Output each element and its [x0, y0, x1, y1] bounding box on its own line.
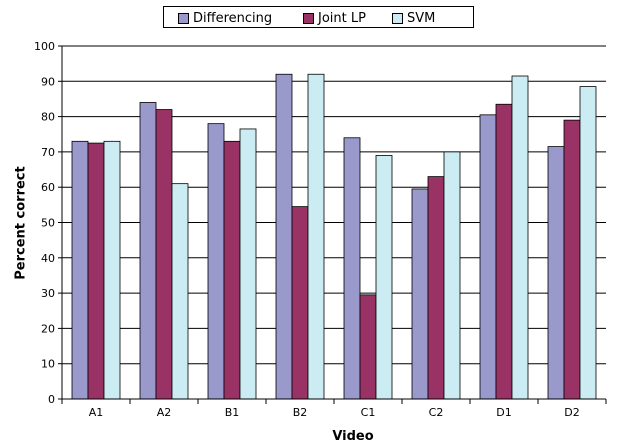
x-tick-label: A2: [157, 406, 172, 419]
y-tick-label: 60: [41, 181, 55, 194]
bar-differencing-a2: [139, 102, 157, 400]
bar-svm-d1: [511, 75, 529, 400]
axes: [58, 45, 607, 404]
x-tick-label: B2: [293, 406, 308, 419]
x-axis-label: Video: [332, 429, 374, 444]
bar-differencing-b1: [207, 123, 225, 400]
bar-joint-lp-c1: [359, 294, 377, 400]
y-tick-label: 100: [34, 40, 55, 53]
y-tick-label: 50: [41, 217, 55, 230]
bar-differencing-a1: [71, 140, 89, 400]
bar-joint-lp-c2: [427, 176, 445, 400]
bar-joint-lp-b1: [223, 140, 241, 400]
bar-differencing-b2: [275, 73, 293, 400]
y-axis-label: Percent correct: [13, 166, 29, 280]
y-tick-label: 0: [48, 393, 55, 406]
y-tick-label: 30: [41, 287, 55, 300]
bar-svm-b2: [307, 73, 325, 400]
x-tick-label: C1: [361, 406, 376, 419]
bar-svm-a1: [103, 140, 121, 400]
bar-joint-lp-d1: [495, 103, 513, 400]
bar-svm-c2: [443, 151, 461, 400]
legend-label: SVM: [407, 10, 436, 26]
legend-item-joint-lp: Joint LP: [303, 10, 366, 26]
x-tick-label: B1: [225, 406, 240, 419]
bar-svm-d2: [579, 86, 597, 400]
y-tick-label: 10: [41, 358, 55, 371]
bar-svm-c1: [375, 155, 393, 400]
bar-svm-a2: [171, 183, 189, 400]
legend: Differencing Joint LP SVM: [163, 6, 474, 28]
x-tick-label: D2: [564, 406, 579, 419]
legend-swatch-differencing: [178, 12, 189, 24]
legend-label: Differencing: [193, 10, 273, 26]
y-tick-label: 90: [41, 75, 55, 88]
bar-differencing-c2: [411, 188, 429, 400]
bar-joint-lp-b2: [291, 206, 309, 400]
x-tick-labels: A1 A2 B1 B2 C1 C2 D1 D2: [89, 406, 580, 419]
y-tick-label: 40: [41, 252, 55, 265]
bar-differencing-c1: [343, 137, 361, 400]
x-tick-label: A1: [89, 406, 104, 419]
y-tick-label: 20: [41, 322, 55, 335]
bar-joint-lp-a2: [155, 109, 173, 400]
legend-swatch-svm: [392, 12, 403, 24]
bar-differencing-d2: [547, 146, 565, 400]
legend-item-svm: SVM: [392, 10, 435, 26]
bars: [71, 73, 597, 400]
y-tick-label: 70: [41, 146, 55, 159]
bar-joint-lp-a1: [87, 142, 105, 400]
bar-differencing-d1: [479, 114, 497, 400]
bar-joint-lp-d2: [563, 119, 581, 400]
x-tick-label: C2: [429, 406, 444, 419]
legend-item-differencing: Differencing: [178, 10, 272, 26]
legend-swatch-joint-lp: [303, 12, 314, 24]
y-tick-labels: 0 10 20 30 40 50 60 70 80 90 100: [34, 40, 55, 406]
x-tick-label: D1: [496, 406, 511, 419]
y-tick-label: 80: [41, 111, 55, 124]
legend-label: Joint LP: [318, 10, 366, 26]
bar-svm-b1: [239, 128, 257, 400]
